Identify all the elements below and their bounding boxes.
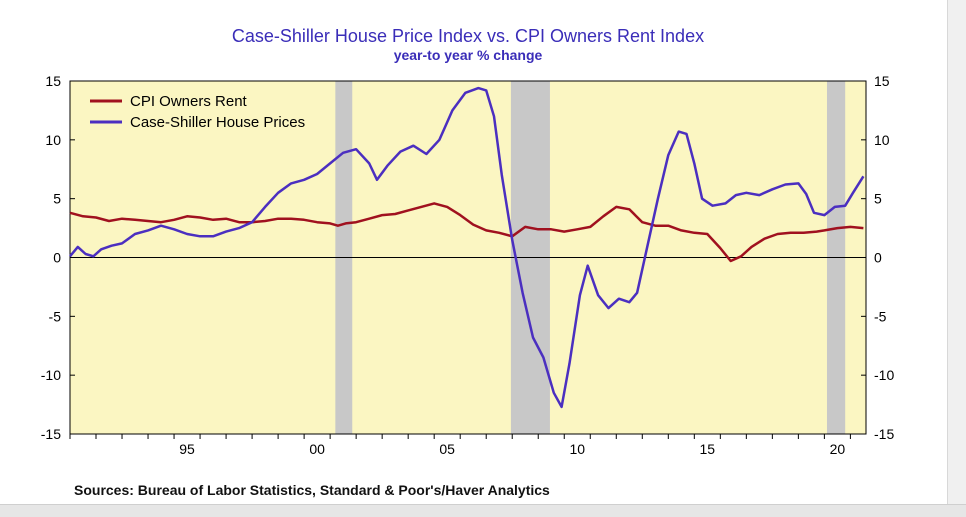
chart-subtitle: year-to year % change <box>393 47 543 63</box>
y-tick-label-right: 5 <box>874 191 882 207</box>
y-tick-label-right: 10 <box>874 132 890 148</box>
series-line-cpi-owners-rent <box>69 202 864 263</box>
y-tick-label-left: 10 <box>45 132 61 148</box>
y-tick-label-right: -10 <box>874 367 894 383</box>
x-tick-label: 10 <box>569 441 585 457</box>
y-tick-label-left: -5 <box>49 308 62 324</box>
y-tick-label-right: 0 <box>874 250 882 266</box>
y-tick-label-left: -15 <box>41 426 61 442</box>
chart-title: Case-Shiller House Price Index vs. CPI O… <box>231 26 705 46</box>
y-tick-label-left: 5 <box>53 191 61 207</box>
window-edge-bottom <box>0 504 966 517</box>
y-tick-label-right: 15 <box>874 73 890 89</box>
x-tick-label: 20 <box>830 441 846 457</box>
x-tick-label: 95 <box>179 441 195 457</box>
y-tick-label-left: 15 <box>45 73 61 89</box>
legend-label-case-shiller: Case-Shiller House Prices <box>130 114 305 131</box>
x-tick-label: 15 <box>700 441 716 457</box>
y-tick-label-left: 0 <box>53 250 61 266</box>
legend-label-cpi-owners-rent: CPI Owners Rent <box>130 93 248 110</box>
window-edge-right <box>947 0 966 504</box>
y-tick-label-right: -15 <box>874 426 894 442</box>
x-tick-label: 00 <box>309 441 325 457</box>
x-tick-label: 05 <box>439 441 455 457</box>
sources-note: Sources: Bureau of Labor Statistics, Sta… <box>74 482 550 498</box>
y-tick-label-right: -5 <box>874 308 887 324</box>
series-line-case-shiller <box>69 86 865 409</box>
y-tick-label-left: -10 <box>41 367 61 383</box>
